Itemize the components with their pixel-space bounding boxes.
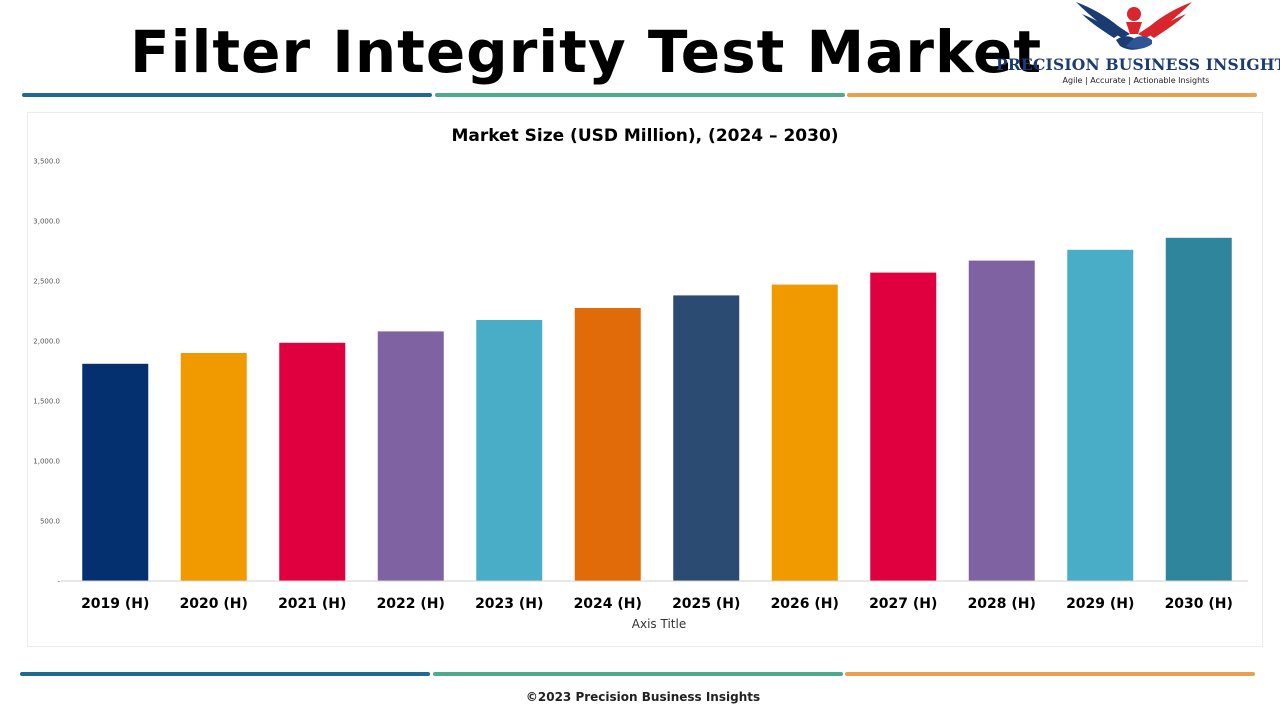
x-tick-label: 2021 (H) (278, 596, 346, 612)
x-axis: 2019 (H) 2020 (H) 2021 (H) 2022 (H) 2023 (H)… (81, 596, 1233, 612)
y-tick-label: 1,500.0 (33, 398, 60, 406)
y-axis: - 500.0 1,000.0 1,500.0 2,000.0 2,500.0 3,000.… (33, 158, 60, 586)
header-rule-segment-blue (22, 93, 432, 97)
footer-copyright: ©2023 Precision Business Insights (525, 690, 761, 704)
x-tick-label: 2019 (H) (81, 596, 149, 612)
y-tick-label: 500.0 (40, 518, 60, 526)
bars-group (82, 237, 1232, 582)
logo-tagline: Agile | Accurate | Actionable Insights (1062, 76, 1210, 85)
x-tick-label: 2026 (H) (771, 596, 839, 612)
chart-title: Market Size (USD Million), (2024 – 2030) (451, 126, 838, 146)
y-tick-label: - (57, 578, 60, 586)
bar-2021 (279, 342, 346, 581)
company-logo: PRECISION BUSINESS INSIGHTS Agile | Accu… (990, 0, 1280, 92)
chart-frame: Market Size (USD Million), (2024 – 2030)… (27, 112, 1263, 647)
y-tick-label: 3,000.0 (33, 218, 60, 226)
bar-2029 (1067, 249, 1134, 582)
footer-rule-segment-green (433, 672, 843, 676)
y-tick-label: 2,000.0 (33, 338, 60, 346)
header-rule-segment-orange (847, 93, 1257, 97)
x-tick-label: 2027 (H) (869, 596, 937, 612)
header-rule-segment-green (435, 93, 845, 97)
x-tick-label: 2023 (H) (475, 596, 543, 612)
bar-2027 (870, 272, 937, 581)
bar-2028 (968, 260, 1035, 581)
x-tick-label: 2020 (H) (180, 596, 248, 612)
bar-2023 (476, 320, 543, 581)
bar-2020 (180, 353, 247, 581)
x-tick-label: 2022 (H) (377, 596, 445, 612)
y-tick-label: 3,500.0 (33, 158, 60, 166)
y-tick-label: 1,000.0 (33, 458, 60, 466)
bar-2019 (82, 363, 149, 581)
eagle-handshake-logo-icon (1076, 2, 1192, 50)
bar-2030 (1165, 237, 1232, 582)
bar-chart: Market Size (USD Million), (2024 – 2030)… (33, 126, 1248, 631)
x-axis-title: Axis Title (632, 617, 686, 631)
bar-2022 (377, 331, 444, 581)
logo-company-name: PRECISION BUSINESS INSIGHTS (996, 55, 1280, 74)
bar-2026 (771, 284, 838, 581)
x-tick-label: 2025 (H) (672, 596, 740, 612)
bar-2025 (673, 295, 740, 581)
page-title: Filter Integrity Test Market (130, 18, 1043, 86)
x-tick-label: 2028 (H) (968, 596, 1036, 612)
x-tick-label: 2030 (H) (1165, 596, 1233, 612)
footer-rule-segment-blue (20, 672, 430, 676)
y-tick-label: 2,500.0 (33, 278, 60, 286)
x-tick-label: 2029 (H) (1066, 596, 1134, 612)
footer-rule-segment-orange (845, 672, 1255, 676)
x-tick-label: 2024 (H) (574, 596, 642, 612)
bar-2024 (574, 308, 641, 581)
